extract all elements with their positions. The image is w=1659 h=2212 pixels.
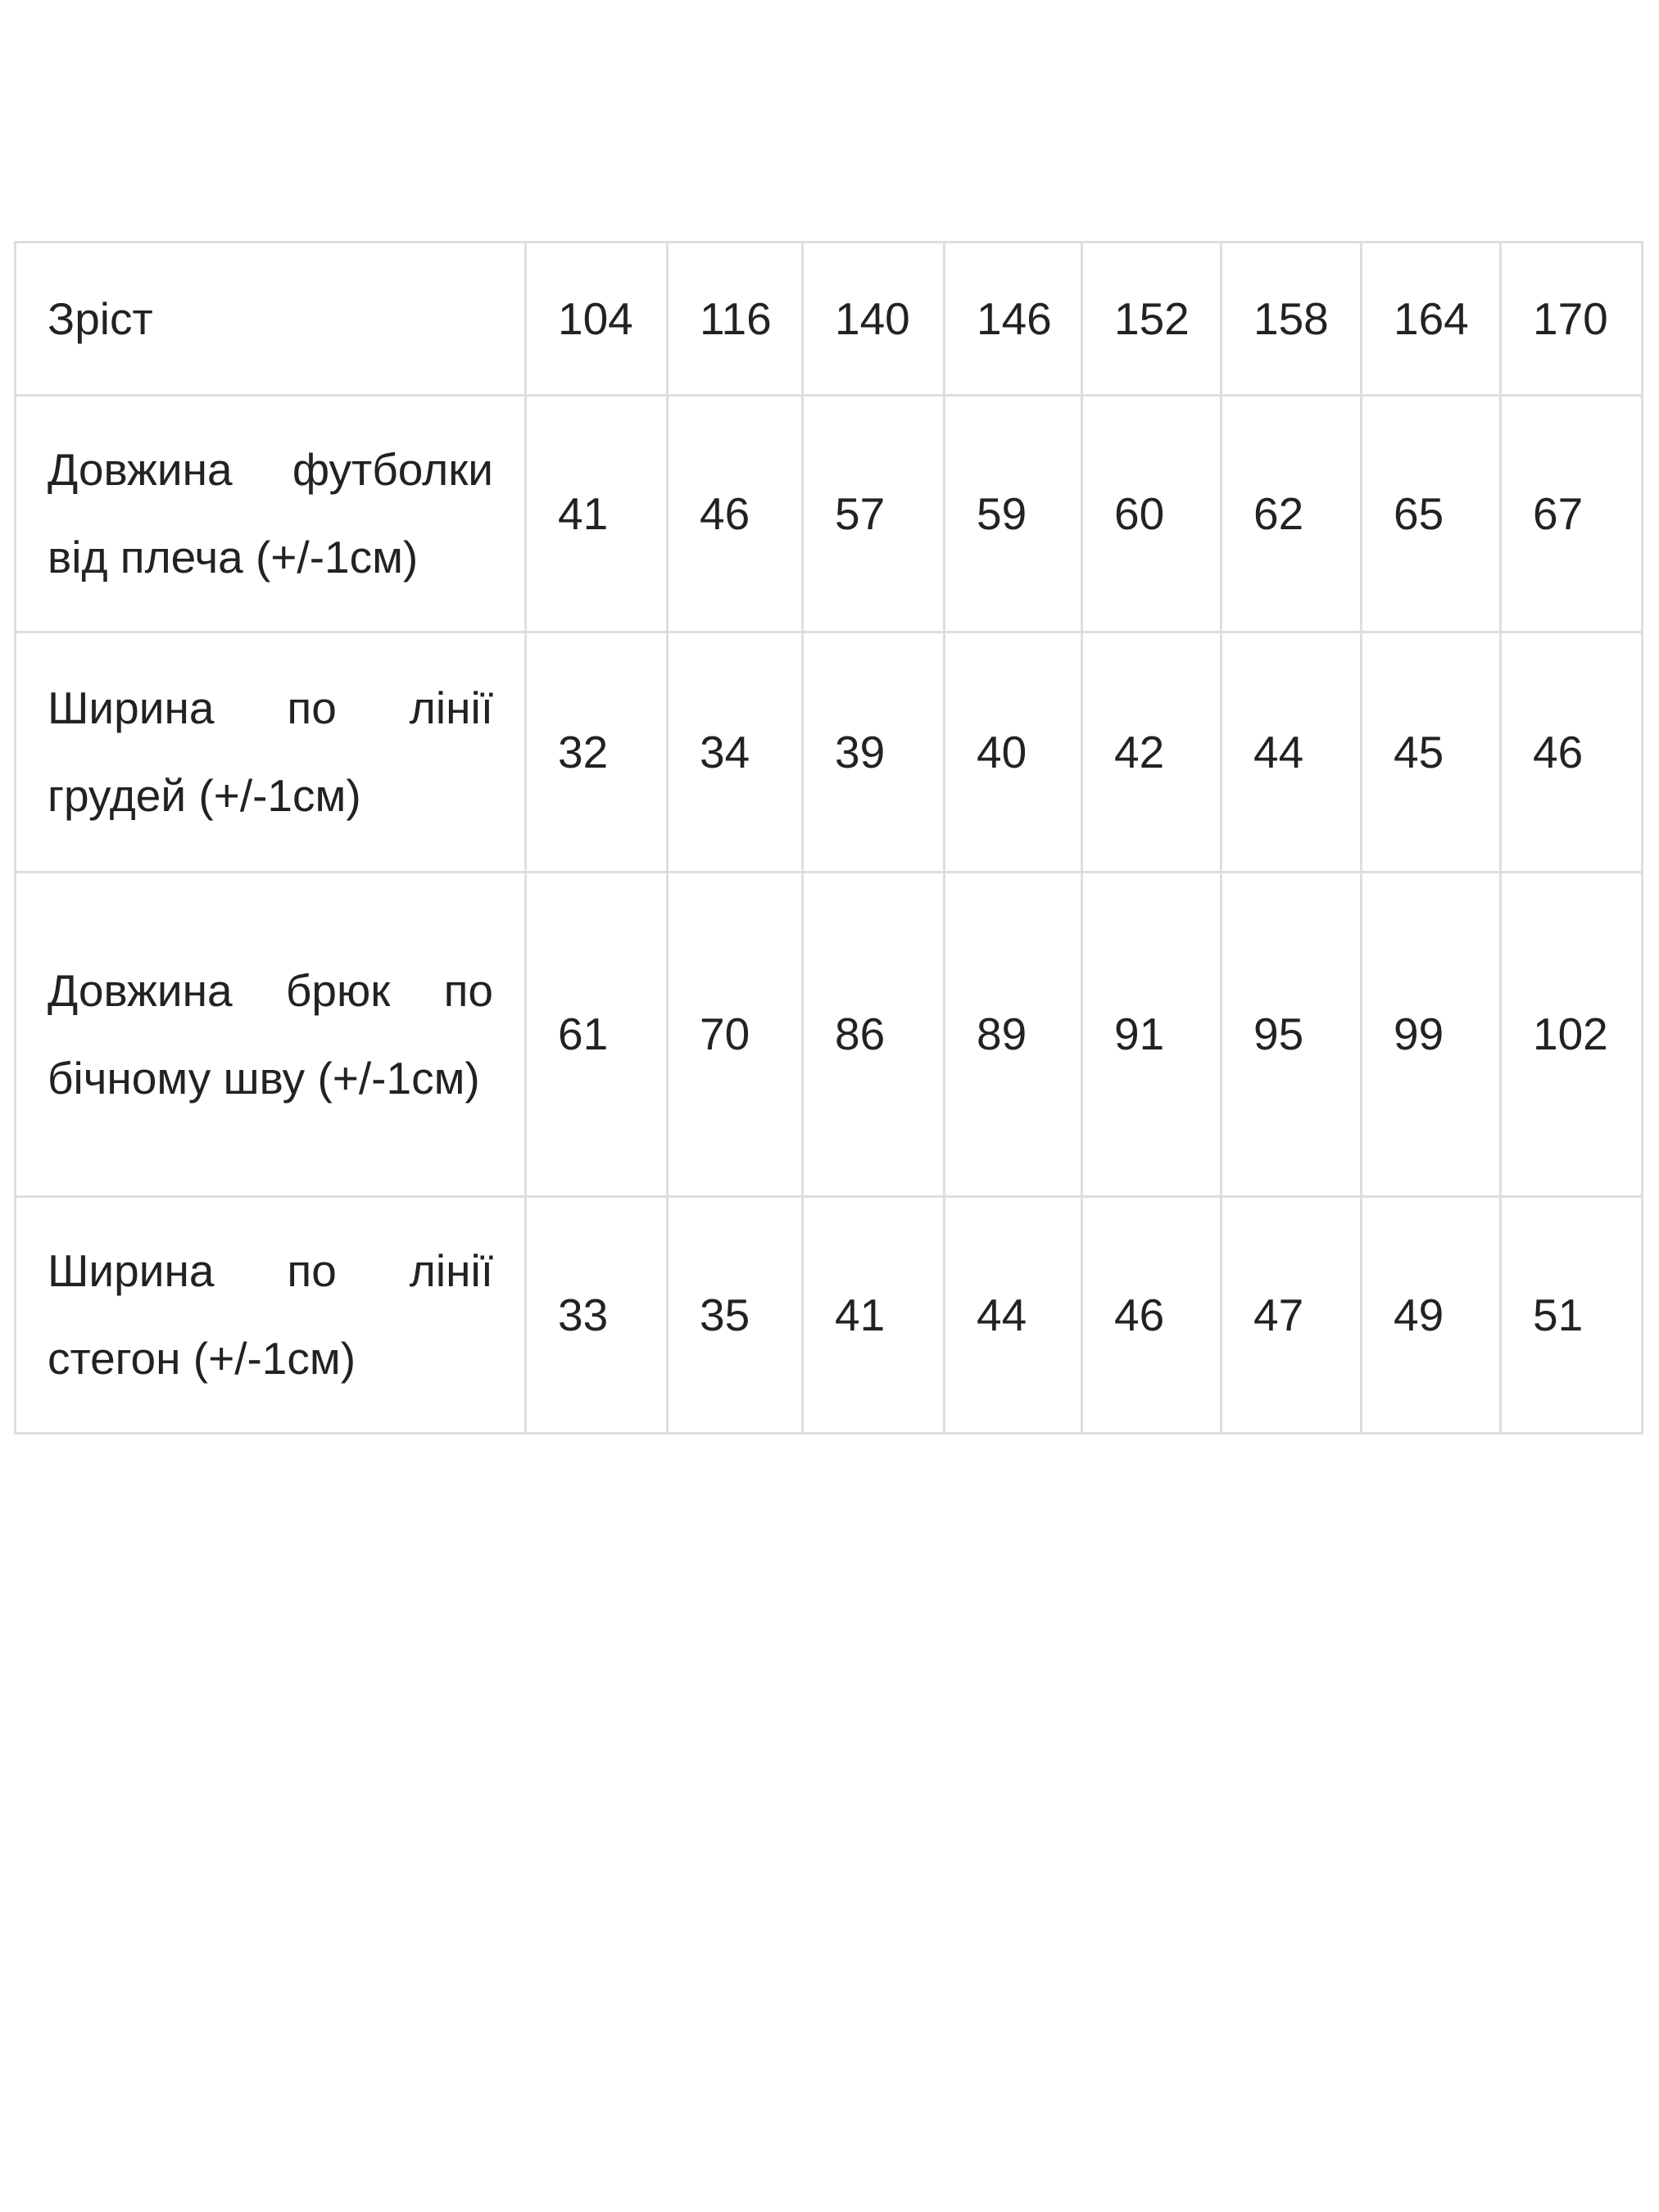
table-cell: 59 — [943, 394, 1083, 633]
row-label: Ширина по лінії стегон (+/-1см) — [14, 1195, 527, 1435]
table-cell: 164 — [1360, 241, 1502, 397]
table-cell: 57 — [801, 394, 945, 633]
table-cell: 89 — [943, 871, 1083, 1198]
row-label: Довжина брюк по бічному шву (+/-1см) — [14, 871, 527, 1198]
table-cell: 32 — [524, 631, 669, 873]
table-cell: 146 — [943, 241, 1083, 397]
table-cell: 45 — [1360, 631, 1502, 873]
table-cell: 35 — [666, 1195, 804, 1435]
row-label: Довжина футболки від плеча (+/-1см) — [14, 394, 527, 633]
table-cell: 62 — [1220, 394, 1362, 633]
table-cell: 102 — [1499, 871, 1643, 1198]
table-cell: 46 — [1081, 1195, 1222, 1435]
table-cell: 104 — [524, 241, 669, 397]
table-cell: 60 — [1081, 394, 1222, 633]
table-cell: 67 — [1499, 394, 1643, 633]
table-cell: 140 — [801, 241, 945, 397]
table-cell: 42 — [1081, 631, 1222, 873]
table-cell: 170 — [1499, 241, 1643, 397]
table-cell: 41 — [801, 1195, 945, 1435]
table-cell: 61 — [524, 871, 669, 1198]
table-row: Довжина брюк по бічному шву (+/-1см) 61 70… — [14, 871, 1643, 1198]
header-row: Зріст 104 116 140 146 152 158 164 170 — [14, 241, 1643, 397]
table-cell: 86 — [801, 871, 945, 1198]
row-label: Ширина по лінії грудей (+/-1см) — [14, 631, 527, 873]
table-cell: 158 — [1220, 241, 1362, 397]
table-row: Довжина футболки від плеча (+/-1см) 41 46 5… — [14, 394, 1643, 633]
table-cell: 34 — [666, 631, 804, 873]
row-label: Зріст — [14, 241, 527, 397]
size-chart-table: Зріст 104 116 140 146 152 158 164 170 Довжина фут… — [14, 241, 1643, 1435]
table-row: Ширина по лінії стегон (+/-1см) 33 35 41 44 4… — [14, 1195, 1643, 1435]
table-cell: 44 — [943, 1195, 1083, 1435]
table-cell: 51 — [1499, 1195, 1643, 1435]
table-cell: 116 — [666, 241, 804, 397]
table-cell: 44 — [1220, 631, 1362, 873]
table-cell: 39 — [801, 631, 945, 873]
table-cell: 91 — [1081, 871, 1222, 1198]
table-cell: 33 — [524, 1195, 669, 1435]
table-cell: 40 — [943, 631, 1083, 873]
table-cell: 49 — [1360, 1195, 1502, 1435]
table-cell: 152 — [1081, 241, 1222, 397]
table-row: Ширина по лінії грудей (+/-1см) 32 34 39 40 4… — [14, 631, 1643, 873]
table-cell: 70 — [666, 871, 804, 1198]
table-cell: 41 — [524, 394, 669, 633]
table-cell: 46 — [1499, 631, 1643, 873]
table-cell: 95 — [1220, 871, 1362, 1198]
table-cell: 47 — [1220, 1195, 1362, 1435]
table-cell: 99 — [1360, 871, 1502, 1198]
table-cell: 46 — [666, 394, 804, 633]
table-cell: 65 — [1360, 394, 1502, 633]
